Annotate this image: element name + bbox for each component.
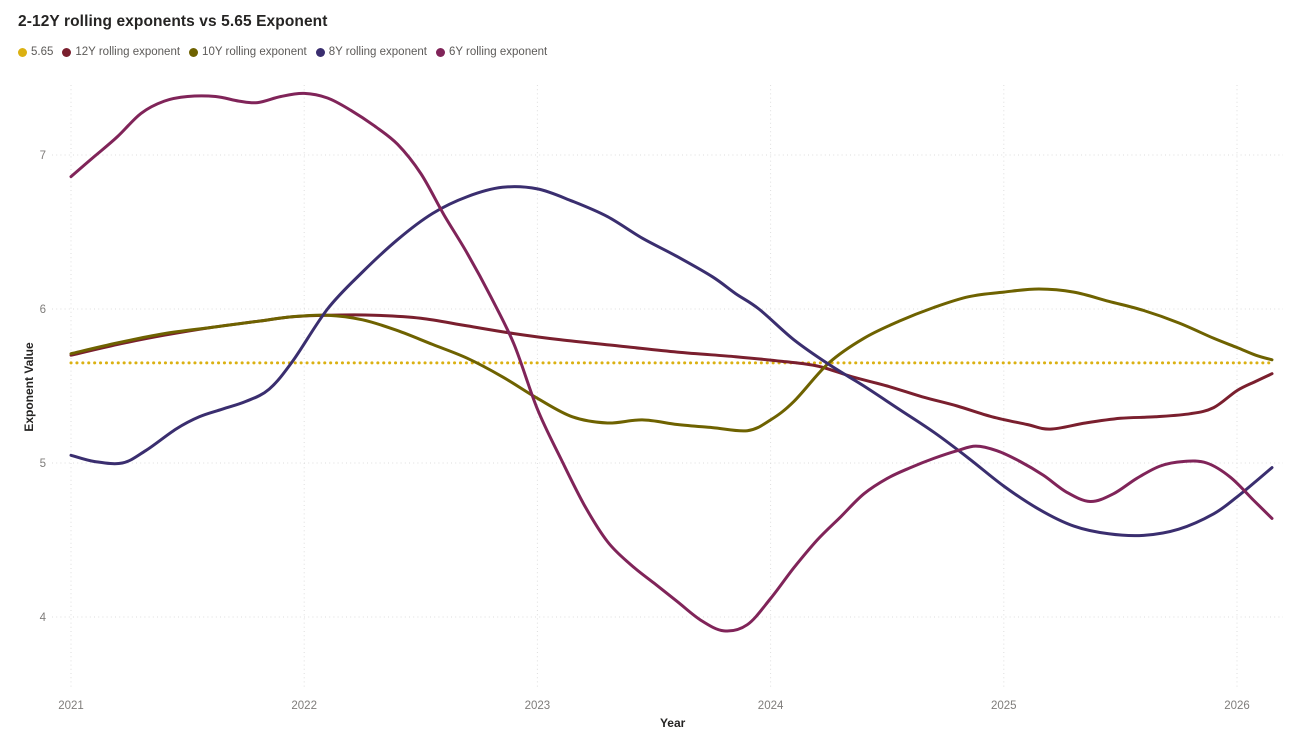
series-line-8y-rolling-exponent[interactable] — [69, 185, 1274, 538]
legend-color-dot-icon — [189, 48, 199, 58]
chart-title: 2-12Y rolling exponents vs 5.65 Exponent — [18, 13, 328, 30]
x-axis-tick-label: 2023 — [525, 700, 551, 712]
y-axis-tick-label: 6 — [40, 304, 46, 316]
legend-item-label: 5.65 — [31, 46, 54, 58]
x-axis-tick-label: 2022 — [291, 700, 317, 712]
legend-item-label: 8Y rolling exponent — [328, 46, 427, 58]
legend-color-dot-icon — [62, 48, 72, 58]
y-axis-tick-label: 7 — [40, 150, 46, 162]
series-line-6y-rolling-exponent[interactable] — [69, 91, 1274, 633]
series-line-12y-rolling-exponent[interactable] — [69, 313, 1274, 431]
x-axis-tick-label: 2025 — [991, 700, 1017, 712]
x-axis-tick-label: 2026 — [1224, 700, 1250, 712]
y-axis-title: Exponent Value — [22, 342, 36, 432]
legend-color-dot-icon — [435, 48, 445, 58]
y-axis-tick-label: 5 — [40, 458, 46, 470]
y-axis-tick-label: 4 — [40, 612, 47, 624]
legend-item-8y-rolling-exponent[interactable]: 8Y rolling exponent — [315, 46, 427, 59]
chart-legend: 5.65 12Y rolling exponent 10Y rolling expo… — [18, 46, 548, 59]
legend-item-10y-rolling-exponent[interactable]: 10Y rolling exponent — [189, 46, 307, 59]
x-axis-tick-label: 2021 — [58, 700, 84, 712]
legend-color-dot-icon — [18, 48, 27, 58]
legend-item-12y-rolling-exponent[interactable]: 12Y rolling exponent — [62, 46, 181, 59]
legend-item-label: 12Y rolling exponent — [75, 46, 181, 58]
x-axis-tick-label: 2024 — [758, 700, 784, 712]
legend-item-label: 6Y rolling exponent — [448, 46, 548, 58]
x-axis-title: Year — [660, 716, 686, 730]
legend-item-label: 10Y rolling exponent — [202, 46, 307, 58]
legend-item-5-65[interactable]: 5.65 — [18, 46, 54, 59]
legend-color-dot-icon — [315, 48, 325, 58]
legend-item-6y-rolling-exponent[interactable]: 6Y rolling exponent — [435, 46, 548, 59]
series-line-10y-rolling-exponent[interactable] — [69, 287, 1274, 433]
